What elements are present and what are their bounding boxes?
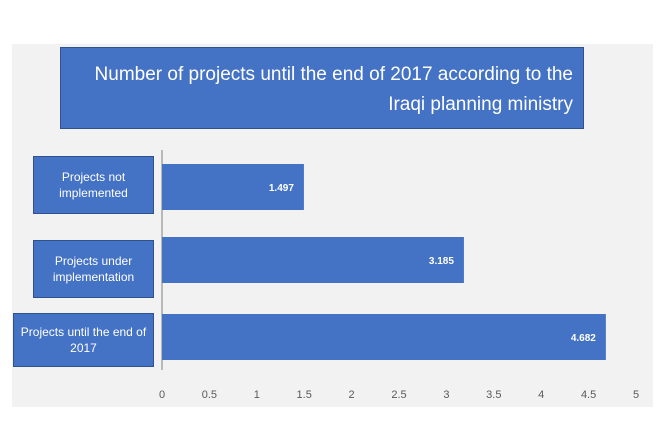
x-tick-label-5: 2.5 [391, 389, 406, 401]
x-tick-label-1: 0.5 [202, 389, 217, 401]
data-label-2: 4.682 [571, 333, 596, 344]
bar-1 [162, 237, 464, 283]
data-label-1: 3.185 [429, 256, 454, 267]
x-tick-label-9: 4.5 [581, 389, 596, 401]
chart-title: Number of projects until the end of 2017… [60, 47, 584, 129]
bar-2 [162, 314, 606, 360]
x-tick-label-4: 2 [349, 389, 355, 401]
category-label-not-implemented: Projects not implemented [33, 156, 154, 214]
x-tick-label-7: 3.5 [486, 389, 501, 401]
x-tick-label-0: 0 [159, 389, 165, 401]
category-label-under-implementation: Projects under implementation [33, 240, 154, 298]
x-tick-label-2: 1 [254, 389, 260, 401]
x-tick-label-8: 4 [538, 389, 544, 401]
bar-0 [162, 164, 304, 210]
category-label-until-end-2017: Projects until the end of 2017 [13, 313, 154, 367]
data-label-0: 1.497 [269, 183, 294, 194]
x-tick-label-10: 5 [633, 389, 639, 401]
x-tick-label-6: 3 [443, 389, 449, 401]
x-tick-label-3: 1.5 [297, 389, 312, 401]
